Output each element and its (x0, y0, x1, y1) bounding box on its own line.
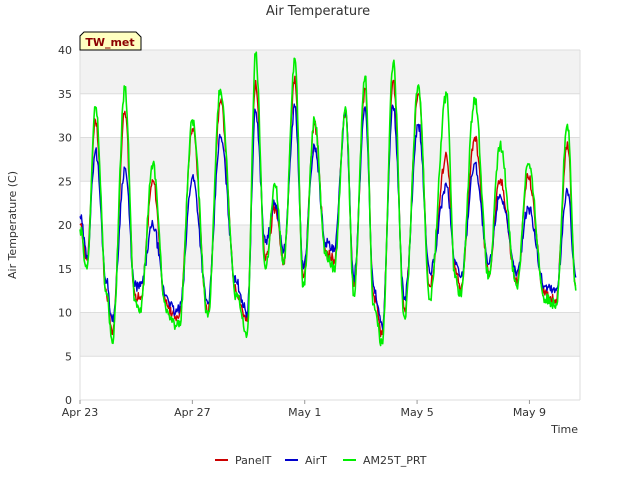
x-tick-label: May 9 (513, 406, 546, 419)
legend-label-am25t_prt: AM25T_PRT (363, 454, 427, 467)
gridlines (79, 49, 581, 401)
y-tick-label: 20 (58, 219, 72, 232)
series-lines (79, 51, 577, 347)
legend-label-airt: AirT (305, 454, 327, 467)
series-line-panelt (79, 75, 577, 338)
y-tick-label: 30 (58, 132, 72, 145)
y-tick-label: 10 (58, 307, 72, 320)
y-tick-label: 5 (65, 350, 72, 363)
chart-title: Air Temperature (266, 4, 370, 19)
y-axis-ticks: 0 5 10 15 20 25 30 35 40 (58, 44, 72, 407)
series-line-am25t_prt (79, 51, 577, 347)
site-badge: TW_met (79, 31, 142, 51)
band-5 (80, 312, 580, 357)
y-tick-label: 0 (65, 394, 72, 407)
y-tick-label: 35 (58, 88, 72, 101)
legend-label-panelt: PanelT (235, 454, 272, 467)
x-axis-ticks: Apr 23 Apr 27 May 1 May 5 May 9 (62, 400, 546, 419)
site-badge-box (79, 31, 142, 51)
x-tick-label: Apr 27 (174, 406, 211, 419)
y-axis-label: Air Temperature (C) (6, 171, 19, 279)
y-tick-label: 15 (58, 263, 72, 276)
y-tick-label: 25 (58, 175, 72, 188)
band-35 (80, 50, 580, 94)
x-tick-label: Apr 23 (62, 406, 99, 419)
site-badge-label: TW_met (85, 36, 134, 49)
x-tick-label: May 1 (288, 406, 321, 419)
x-axis-label: Time (550, 423, 578, 436)
legend: PanelT AirT AM25T_PRT (215, 454, 427, 467)
y-tick-label: 40 (58, 44, 72, 57)
x-tick-label: May 5 (400, 406, 433, 419)
